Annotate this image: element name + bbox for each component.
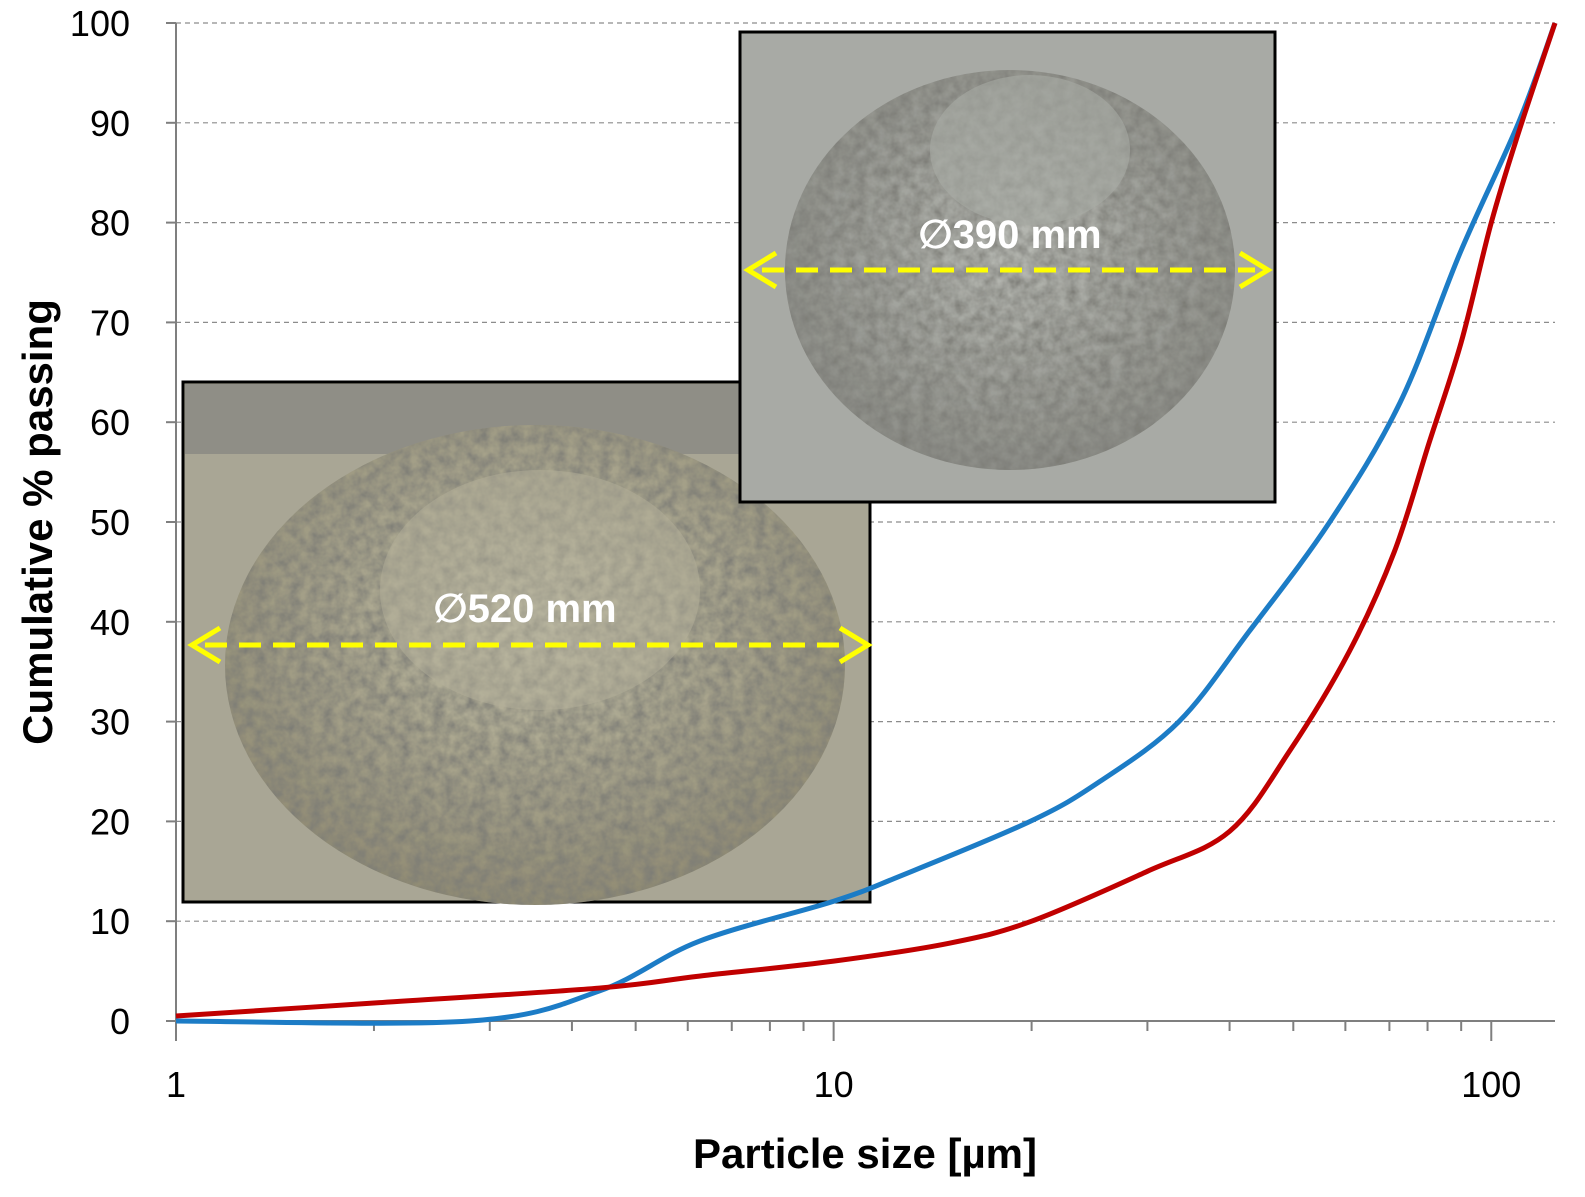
inset-photo: ∅390 mm bbox=[740, 32, 1275, 502]
annotation: ∅520 mm bbox=[433, 587, 616, 631]
y-tick-label: 40 bbox=[90, 602, 130, 643]
x-axis-title: Particle size [µm] bbox=[693, 1130, 1037, 1177]
concrete-center bbox=[930, 75, 1130, 225]
chart: 0102030405060708090100110100 ∅520 mm ∅39… bbox=[0, 0, 1585, 1192]
y-tick-label: 20 bbox=[90, 801, 130, 842]
y-tick-label: 100 bbox=[70, 3, 130, 44]
y-tick-label: 60 bbox=[90, 402, 130, 443]
page: {"chart_data": { "type": "line", "x_labe… bbox=[0, 0, 1585, 1192]
y-tick-label: 30 bbox=[90, 702, 130, 743]
y-tick-label: 0 bbox=[110, 1001, 130, 1042]
y-tick-label: 80 bbox=[90, 203, 130, 244]
y-tick-label: 70 bbox=[90, 302, 130, 343]
y-tick-label: 50 bbox=[90, 502, 130, 543]
y-tick-label: 90 bbox=[90, 103, 130, 144]
y-axis-title: Cumulative % passing bbox=[14, 299, 61, 745]
y-tick-label: 10 bbox=[90, 901, 130, 942]
x-tick-label: 100 bbox=[1461, 1064, 1521, 1105]
x-tick-label: 10 bbox=[814, 1064, 854, 1105]
annotation: ∅390 mm bbox=[918, 213, 1101, 257]
x-tick-label: 1 bbox=[166, 1064, 186, 1105]
